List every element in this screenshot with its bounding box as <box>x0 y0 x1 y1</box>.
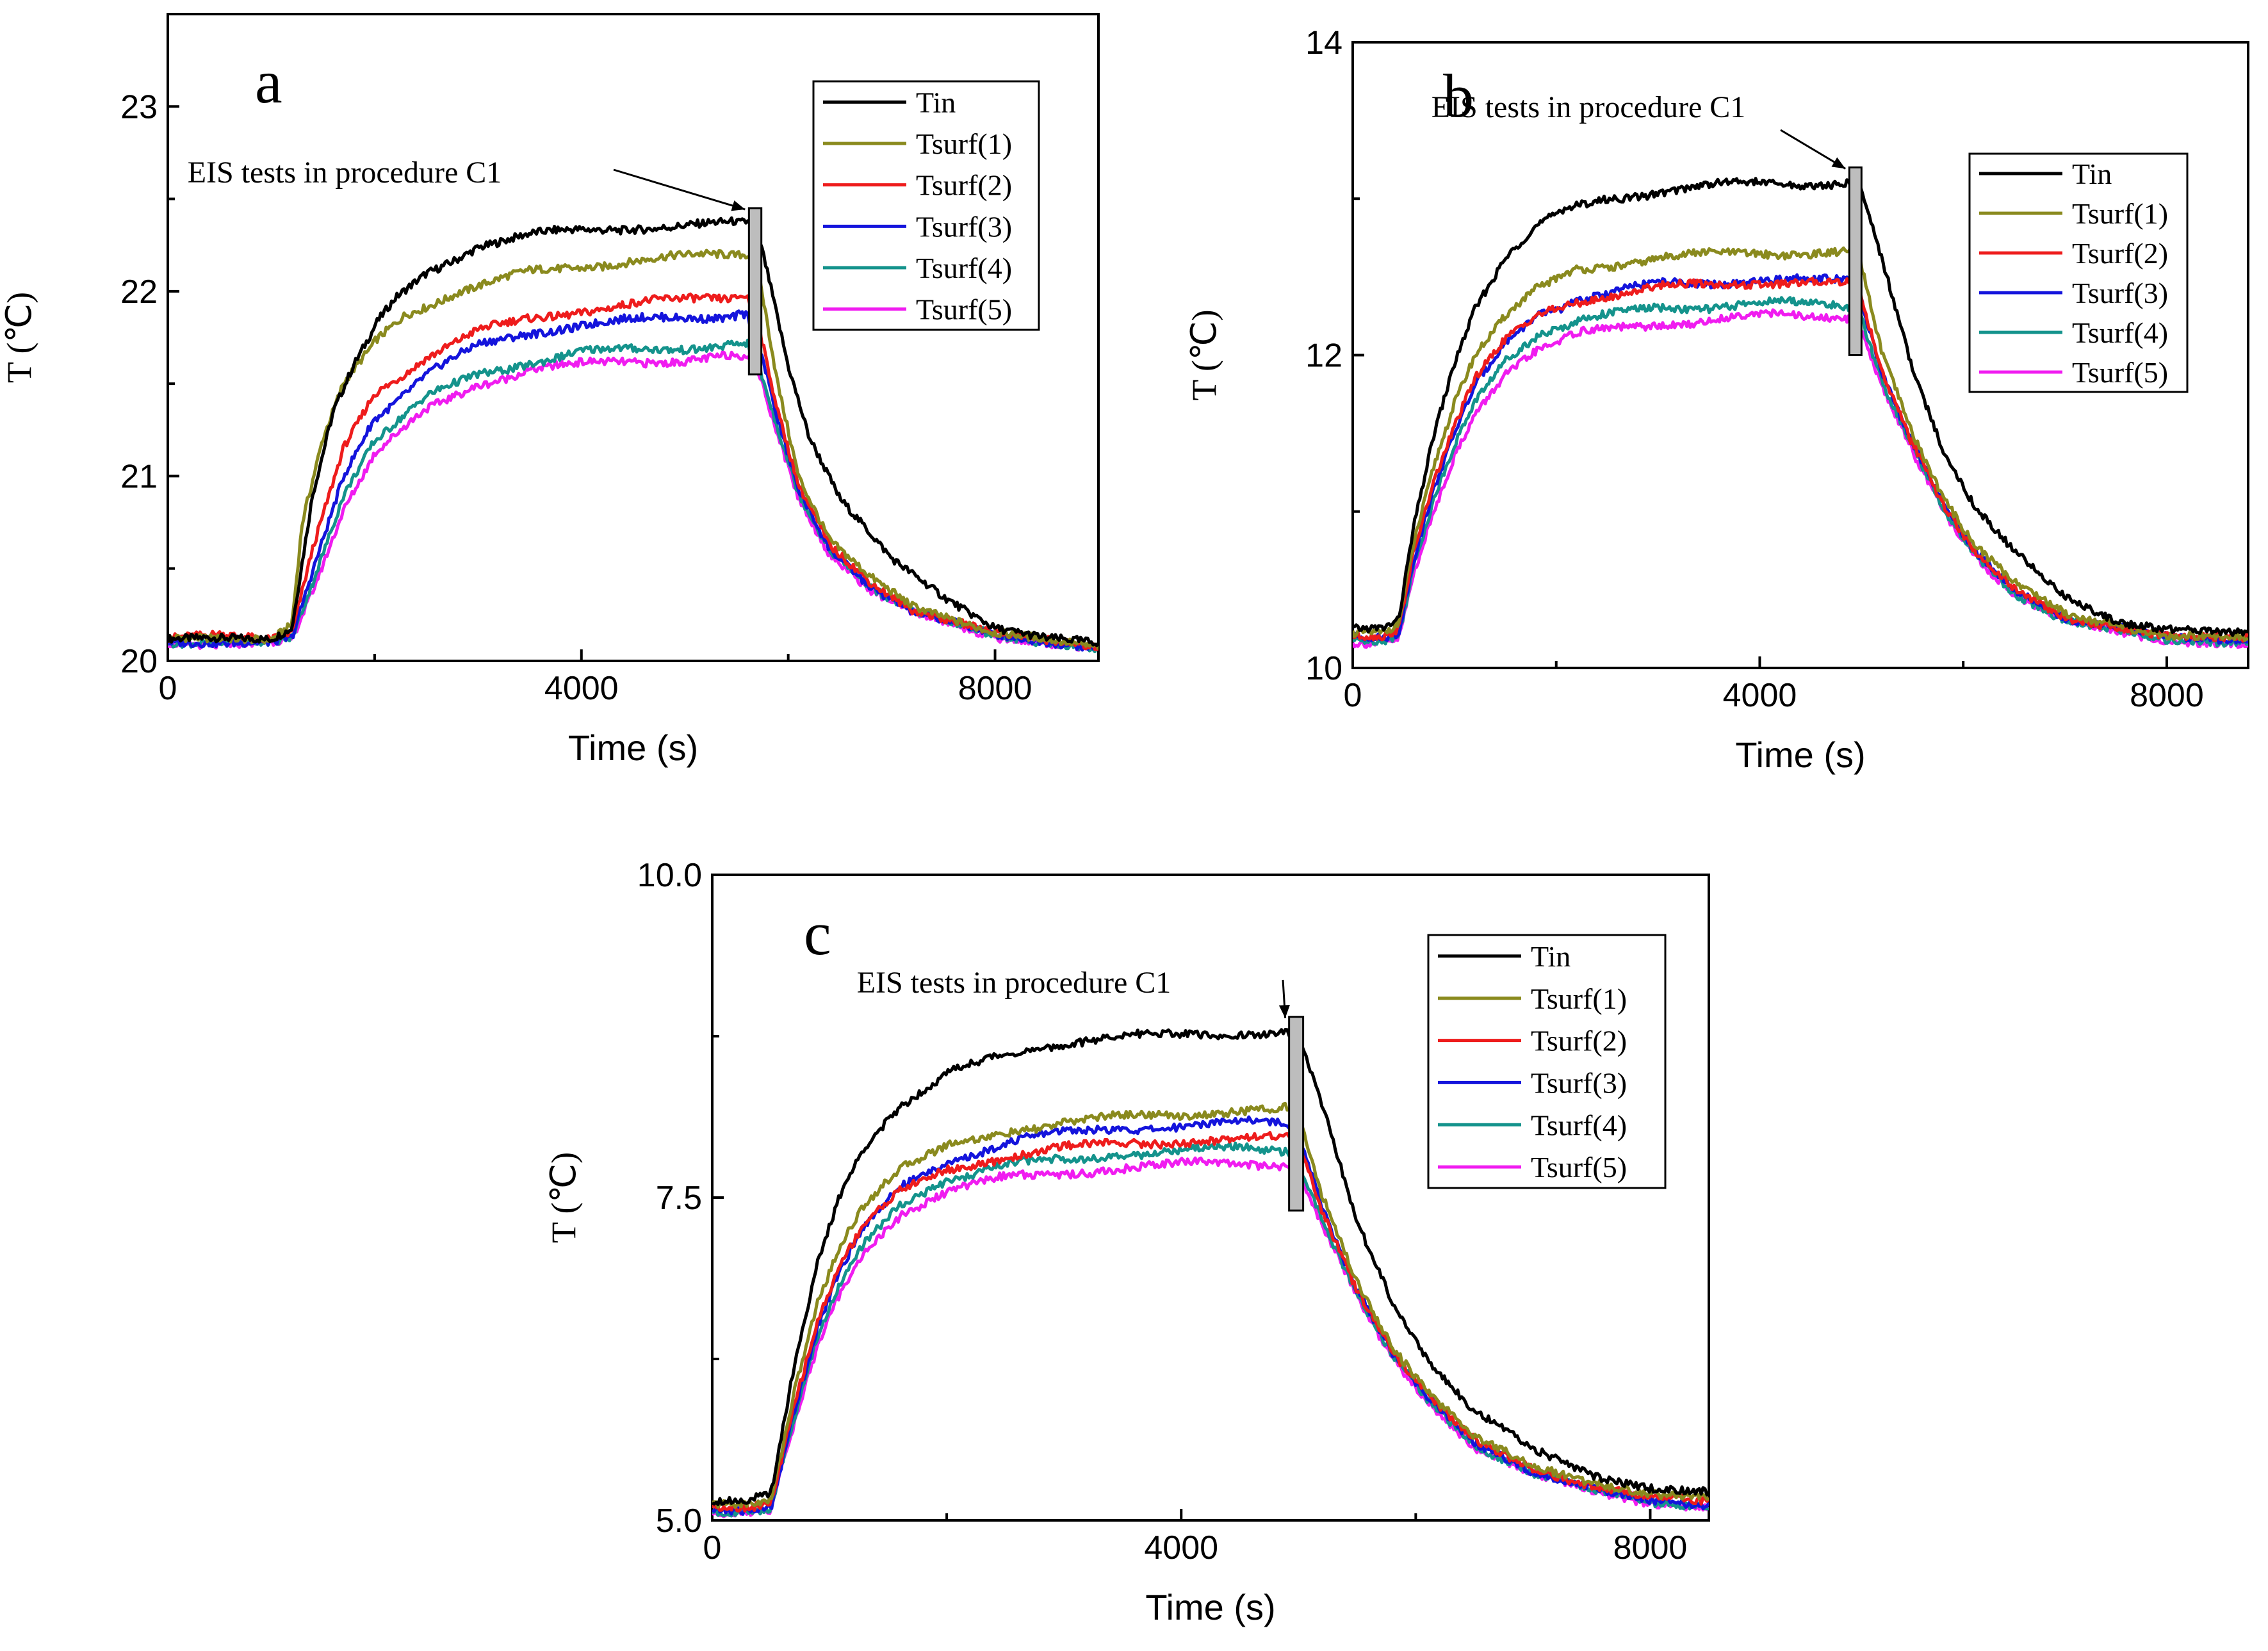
y-axis-title: T (℃) <box>1185 309 1223 400</box>
plot-frame <box>167 13 1100 662</box>
series-line-tsurf5 <box>712 1156 1709 1518</box>
panel-a: 0 4000 8000 20 21 22 23 Time (s) T (℃) EIS tests … <box>0 13 1100 768</box>
x-axis-title: Time (s) <box>1735 735 1865 775</box>
eis-test-band <box>1848 166 1863 356</box>
x-axis-title: Time (s) <box>1145 1587 1275 1627</box>
series-line-tsurf2 <box>1353 277 2248 643</box>
y-tick-label: 20 <box>120 643 158 680</box>
x-tick-label: 8000 <box>2130 677 2204 714</box>
legend-entry: Tin <box>2072 158 2112 190</box>
series-line-tsurf2 <box>712 1131 1709 1513</box>
legend-box <box>812 80 1040 331</box>
legend-entry: Tsurf(3) <box>1531 1066 1627 1099</box>
legend-entry: Tin <box>1531 940 1570 973</box>
legend-entry: Tsurf(3) <box>916 210 1012 243</box>
legend-entry: Tin <box>916 86 956 118</box>
x-tick-label: 8000 <box>958 670 1032 707</box>
legend-entry: Tsurf(4) <box>916 252 1012 284</box>
x-tick-label: 4000 <box>1144 1529 1218 1566</box>
eis-test-band <box>1288 1016 1305 1212</box>
y-tick-label: 23 <box>120 88 158 126</box>
series-line-tin <box>1353 177 2248 637</box>
y-tick-label: 7.5 <box>656 1180 702 1217</box>
panel-letter: a <box>255 47 282 116</box>
x-tick-label: 4000 <box>1723 677 1797 714</box>
annotation-arrow-head <box>1278 1005 1290 1018</box>
panel-letter: b <box>1443 61 1474 130</box>
x-tick-label: 8000 <box>1613 1529 1688 1566</box>
y-tick-label: 10 <box>1305 650 1342 687</box>
x-tick-label: 4000 <box>544 670 619 707</box>
legend-entry: Tsurf(5) <box>2072 356 2168 389</box>
legend-entry: Tsurf(3) <box>2072 277 2168 309</box>
legend-entry: Tsurf(4) <box>2072 316 2168 349</box>
series-line-tin <box>168 216 1098 647</box>
legend-entry: Tsurf(1) <box>2072 197 2168 230</box>
eis-test-band <box>747 207 763 376</box>
series-line-tsurf2 <box>168 292 1098 651</box>
series-line-tsurf1 <box>1353 246 2248 642</box>
legend: Tin Tsurf(1) Tsurf(2) Tsurf(3) Tsurf(4) Tsurf… <box>1427 934 1667 1189</box>
legend-entry: Tsurf(2) <box>1531 1025 1627 1057</box>
annotation-arrow-head <box>1831 157 1846 169</box>
panel-c: 0 4000 8000 5.0 7.5 10.0 Time (s) T (℃) EIS test… <box>544 857 1710 1627</box>
panel-letter: c <box>804 899 831 968</box>
legend-entry: Tsurf(2) <box>2072 237 2168 270</box>
panel-b: 0 4000 8000 10 12 14 Time (s) T (℃) EIS tests in… <box>1185 24 2249 775</box>
series-line-tin <box>712 1028 1709 1506</box>
series-group <box>712 1028 1709 1518</box>
x-tick-label: 0 <box>1344 677 1362 714</box>
eis-annotation: EIS tests in procedure C1 <box>857 966 1171 1000</box>
eis-annotation: EIS tests in procedure C1 <box>188 156 502 190</box>
legend-box <box>1427 934 1667 1189</box>
y-axis-title: T (℃) <box>544 1152 583 1243</box>
eis-annotation: EIS tests in procedure C1 <box>1432 90 1746 124</box>
y-tick-label: 10.0 <box>637 857 702 894</box>
legend-entry: Tsurf(2) <box>916 169 1012 202</box>
y-tick-label: 5.0 <box>656 1502 702 1540</box>
x-tick-label: 0 <box>159 670 177 707</box>
legend-entry: Tsurf(5) <box>1531 1151 1627 1183</box>
y-tick-label: 12 <box>1305 338 1342 375</box>
x-axis-title: Time (s) <box>568 728 698 768</box>
series-line-tsurf1 <box>168 248 1098 650</box>
y-tick-label: 22 <box>120 273 158 311</box>
annotation-arrow-head <box>731 200 746 211</box>
y-tick-label: 21 <box>120 458 158 495</box>
legend: Tin Tsurf(1) Tsurf(2) Tsurf(3) Tsurf(4) Tsurf… <box>1968 152 2189 393</box>
series-line-tsurf1 <box>712 1102 1709 1509</box>
series-group <box>1353 177 2248 649</box>
annotation-arrow-line <box>613 168 746 211</box>
legend-entry: Tsurf(1) <box>916 127 1012 160</box>
y-axis-title: T (℃) <box>0 292 38 383</box>
y-tick-label: 14 <box>1305 24 1342 61</box>
series-group <box>168 216 1098 653</box>
legend: Tin Tsurf(1) Tsurf(2) Tsurf(3) Tsurf(4) Tsurf… <box>812 80 1040 331</box>
legend-entry: Tsurf(5) <box>916 293 1012 326</box>
legend-entry: Tsurf(4) <box>1531 1109 1627 1141</box>
legend-box <box>1968 152 2189 393</box>
legend-entry: Tsurf(1) <box>1531 982 1627 1015</box>
x-tick-label: 0 <box>703 1529 722 1566</box>
